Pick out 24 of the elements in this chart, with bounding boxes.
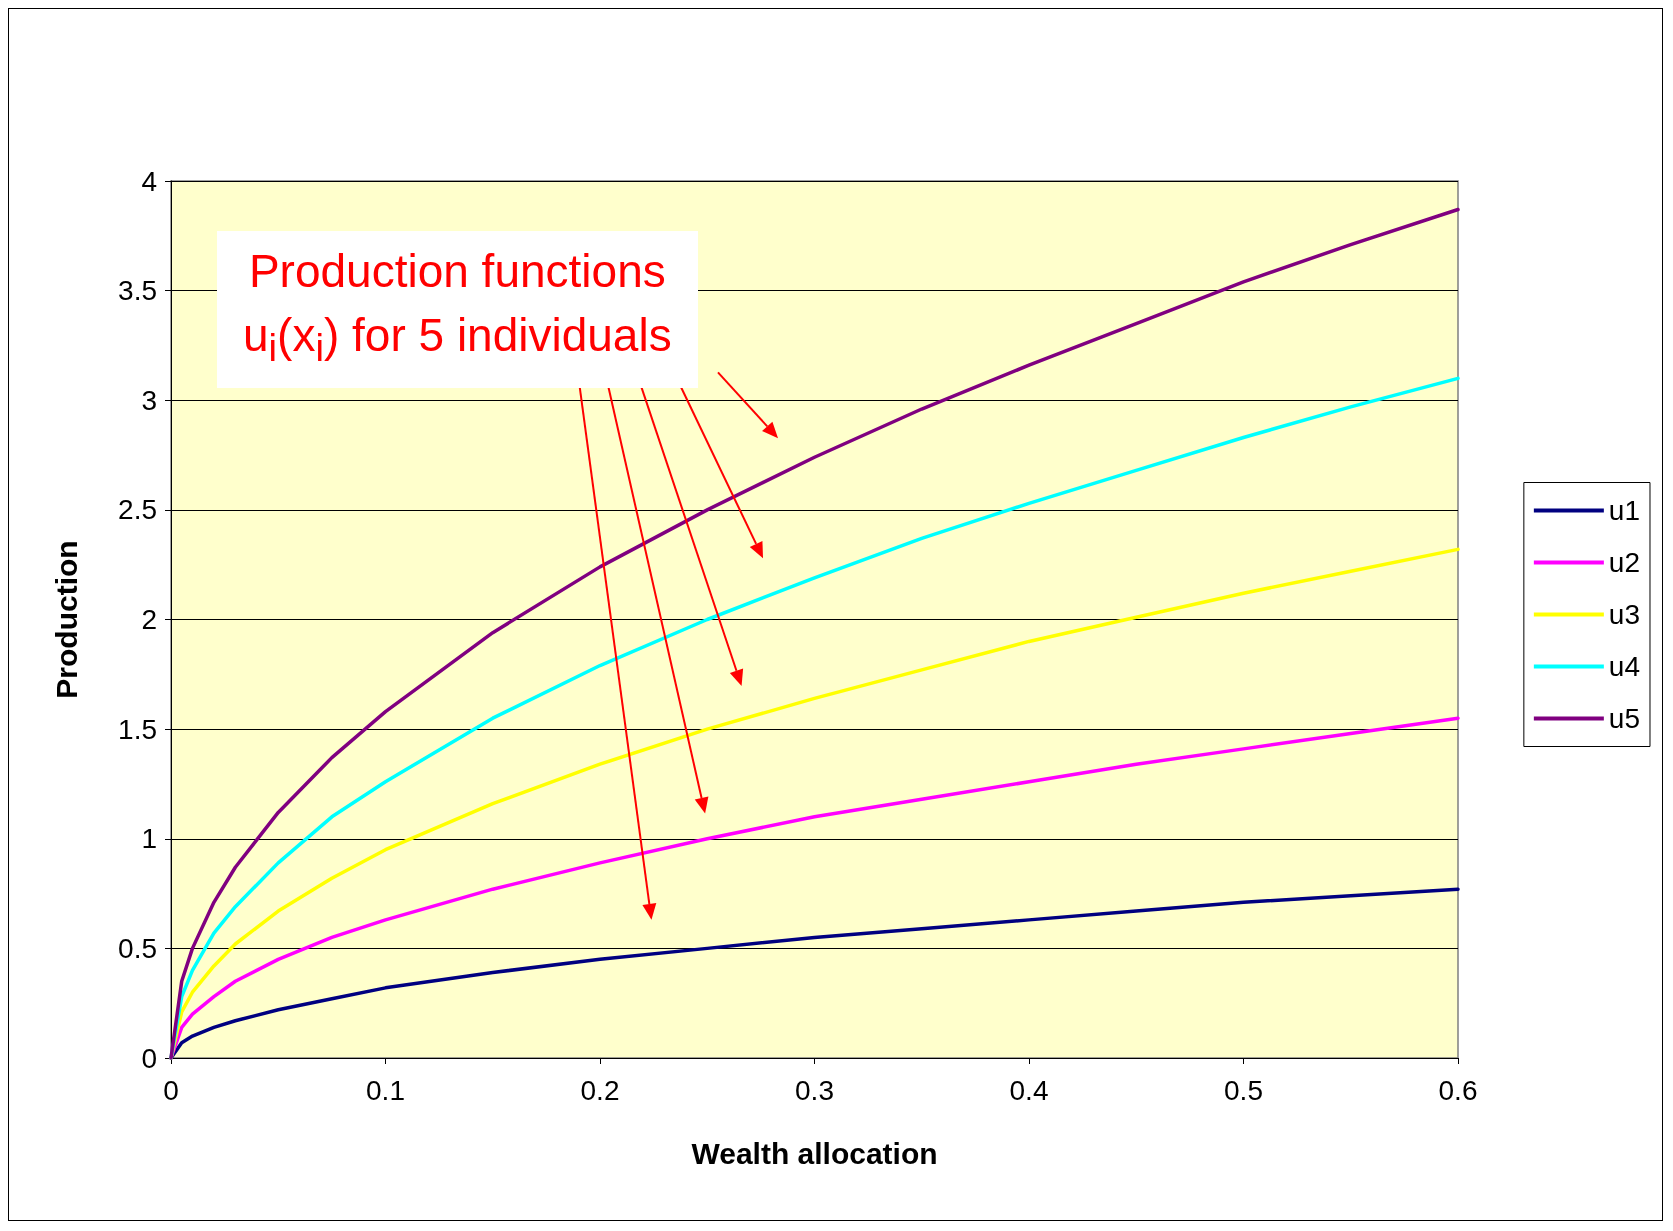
x-tick-label: 0.4 bbox=[1009, 1074, 1049, 1106]
legend-label: u5 bbox=[1608, 703, 1641, 734]
legend-label: u1 bbox=[1608, 495, 1641, 526]
y-tick-label: 0 bbox=[141, 1042, 157, 1074]
legend-label: u2 bbox=[1608, 547, 1641, 578]
y-tick-label: 2.5 bbox=[118, 494, 157, 526]
y-tick-label: 1 bbox=[141, 823, 157, 855]
y-tick-label: 4 bbox=[141, 165, 157, 197]
x-tick-label: 0.1 bbox=[366, 1074, 405, 1106]
y-axis-title: Production bbox=[49, 540, 83, 699]
y-tick-label: 2 bbox=[141, 604, 157, 635]
x-axis-title: Wealth allocation bbox=[691, 1136, 938, 1170]
annotation: Production functions u$_{i}$(x$_{i}$) for 5 individuals bbox=[217, 231, 698, 389]
y-tick-label: 1.5 bbox=[118, 713, 157, 745]
x-tick-label: 0.6 bbox=[1438, 1074, 1478, 1106]
x-tick-label: 0.2 bbox=[580, 1074, 620, 1106]
x-tick-label: 0.5 bbox=[1224, 1074, 1263, 1106]
legend-label: u4 bbox=[1608, 651, 1641, 682]
x-tick-label: 0.3 bbox=[795, 1074, 834, 1106]
y-tick-label: 3 bbox=[141, 384, 157, 416]
y-tick-label: 3.5 bbox=[118, 275, 157, 307]
x-tick-label: 0 bbox=[163, 1074, 179, 1106]
legend-label: u3 bbox=[1608, 599, 1641, 630]
y-tick-label: 0.5 bbox=[118, 932, 157, 964]
